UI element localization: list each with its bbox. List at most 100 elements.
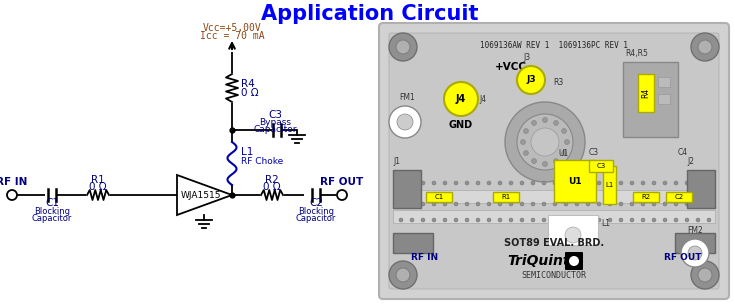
Circle shape [531, 218, 535, 222]
FancyBboxPatch shape [389, 33, 719, 289]
Circle shape [619, 218, 623, 222]
Bar [687, 170, 715, 208]
Circle shape [498, 181, 502, 185]
Circle shape [575, 218, 579, 222]
Circle shape [443, 218, 447, 222]
Bar [393, 190, 715, 203]
Circle shape [641, 202, 645, 206]
Text: C3: C3 [268, 110, 282, 120]
Circle shape [674, 202, 678, 206]
Circle shape [443, 181, 447, 185]
Text: 0 Ω: 0 Ω [241, 88, 259, 98]
Bar [426, 192, 452, 202]
Circle shape [575, 181, 579, 185]
Circle shape [517, 114, 573, 170]
Text: U1: U1 [558, 149, 568, 158]
Circle shape [698, 268, 712, 282]
Circle shape [586, 202, 590, 206]
Text: SEMICONDUCTOR: SEMICONDUCTOR [522, 271, 587, 279]
Bar [393, 170, 421, 208]
Circle shape [696, 181, 700, 185]
Circle shape [542, 162, 548, 167]
Text: C1: C1 [434, 194, 444, 200]
Circle shape [608, 202, 612, 206]
Circle shape [520, 181, 524, 185]
Circle shape [397, 114, 413, 130]
Circle shape [597, 202, 601, 206]
Text: TriQuint: TriQuint [508, 254, 570, 268]
Circle shape [564, 218, 568, 222]
Circle shape [487, 202, 491, 206]
Circle shape [652, 181, 656, 185]
Text: C3: C3 [589, 148, 599, 157]
Circle shape [619, 202, 623, 206]
Circle shape [389, 106, 421, 138]
Text: R3: R3 [553, 78, 563, 87]
Circle shape [641, 218, 645, 222]
Circle shape [597, 181, 601, 185]
Circle shape [707, 202, 711, 206]
Circle shape [520, 202, 524, 206]
Text: RF OUT: RF OUT [320, 177, 364, 187]
Circle shape [509, 218, 513, 222]
Text: L1: L1 [606, 182, 614, 188]
Circle shape [564, 139, 570, 145]
Text: Capacitor: Capacitor [32, 214, 72, 223]
Text: FM2: FM2 [687, 226, 703, 235]
Text: C3: C3 [596, 163, 606, 169]
Circle shape [674, 218, 678, 222]
Circle shape [465, 181, 469, 185]
Circle shape [707, 181, 711, 185]
Circle shape [681, 239, 709, 267]
Circle shape [523, 150, 528, 156]
Circle shape [569, 256, 579, 266]
Circle shape [444, 82, 478, 116]
Circle shape [396, 40, 410, 54]
Circle shape [630, 181, 634, 185]
Circle shape [454, 181, 458, 185]
Bar [393, 210, 715, 223]
Circle shape [586, 181, 590, 185]
Circle shape [421, 218, 425, 222]
Circle shape [663, 181, 667, 185]
Text: 0 Ω: 0 Ω [263, 182, 281, 192]
Circle shape [531, 202, 535, 206]
Circle shape [542, 181, 546, 185]
Circle shape [608, 218, 612, 222]
Circle shape [520, 218, 524, 222]
Bar [658, 94, 670, 104]
Circle shape [652, 202, 656, 206]
Circle shape [542, 218, 546, 222]
Circle shape [630, 202, 634, 206]
Circle shape [523, 128, 528, 134]
Bar [554, 160, 596, 202]
Circle shape [465, 218, 469, 222]
Text: Icc = 70 mA: Icc = 70 mA [200, 31, 265, 41]
Text: +VCC: +VCC [495, 62, 527, 72]
Text: GND: GND [449, 120, 473, 130]
Text: R4: R4 [241, 79, 255, 89]
Text: C2: C2 [309, 198, 323, 208]
Text: C2: C2 [675, 194, 684, 200]
Circle shape [389, 33, 417, 61]
Circle shape [562, 150, 567, 156]
Circle shape [531, 128, 559, 156]
Circle shape [586, 218, 590, 222]
Text: C4: C4 [678, 148, 688, 157]
Circle shape [487, 181, 491, 185]
Circle shape [454, 202, 458, 206]
Text: 0 Ω: 0 Ω [89, 182, 107, 192]
Circle shape [520, 139, 526, 145]
Circle shape [562, 128, 567, 134]
Circle shape [553, 120, 559, 125]
Bar [548, 215, 598, 245]
Circle shape [630, 218, 634, 222]
Text: J2: J2 [687, 157, 694, 166]
Circle shape [487, 218, 491, 222]
Bar [589, 160, 613, 172]
Circle shape [652, 218, 656, 222]
Text: RF IN: RF IN [412, 253, 439, 261]
Circle shape [696, 218, 700, 222]
Bar [675, 233, 715, 253]
Text: RF Choke: RF Choke [241, 156, 283, 166]
